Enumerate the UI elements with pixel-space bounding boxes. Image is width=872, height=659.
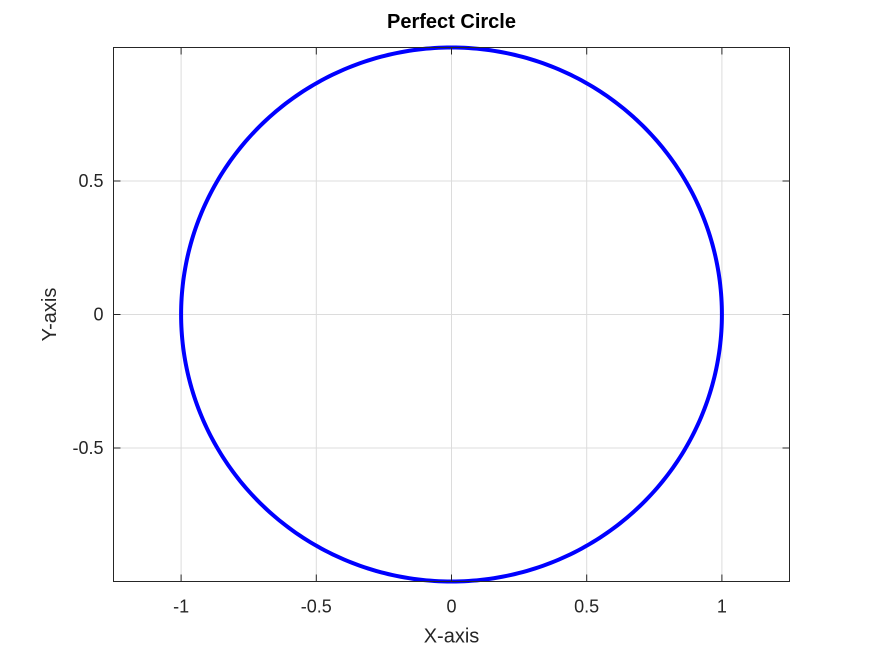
ticks: -1 -0.5 0 0.5 1 -0.5 0 0.5 xyxy=(72,47,790,617)
x-tick-label: 0 xyxy=(446,597,456,617)
series-layer xyxy=(179,45,724,584)
y-axis-label: Y-axis xyxy=(39,288,61,342)
chart-title: Perfect Circle xyxy=(387,11,516,33)
x-tick-label: 1 xyxy=(717,597,727,617)
circle-series-line xyxy=(179,45,724,584)
y-tick-label: 0 xyxy=(93,305,103,325)
x-tick-label: 0.5 xyxy=(574,597,599,617)
x-tick-label: -0.5 xyxy=(301,597,332,617)
y-tick-label: 0.5 xyxy=(78,171,103,191)
x-tick-label: -1 xyxy=(173,597,189,617)
x-axis-label: X-axis xyxy=(424,626,480,648)
y-tick-label: -0.5 xyxy=(72,438,103,458)
